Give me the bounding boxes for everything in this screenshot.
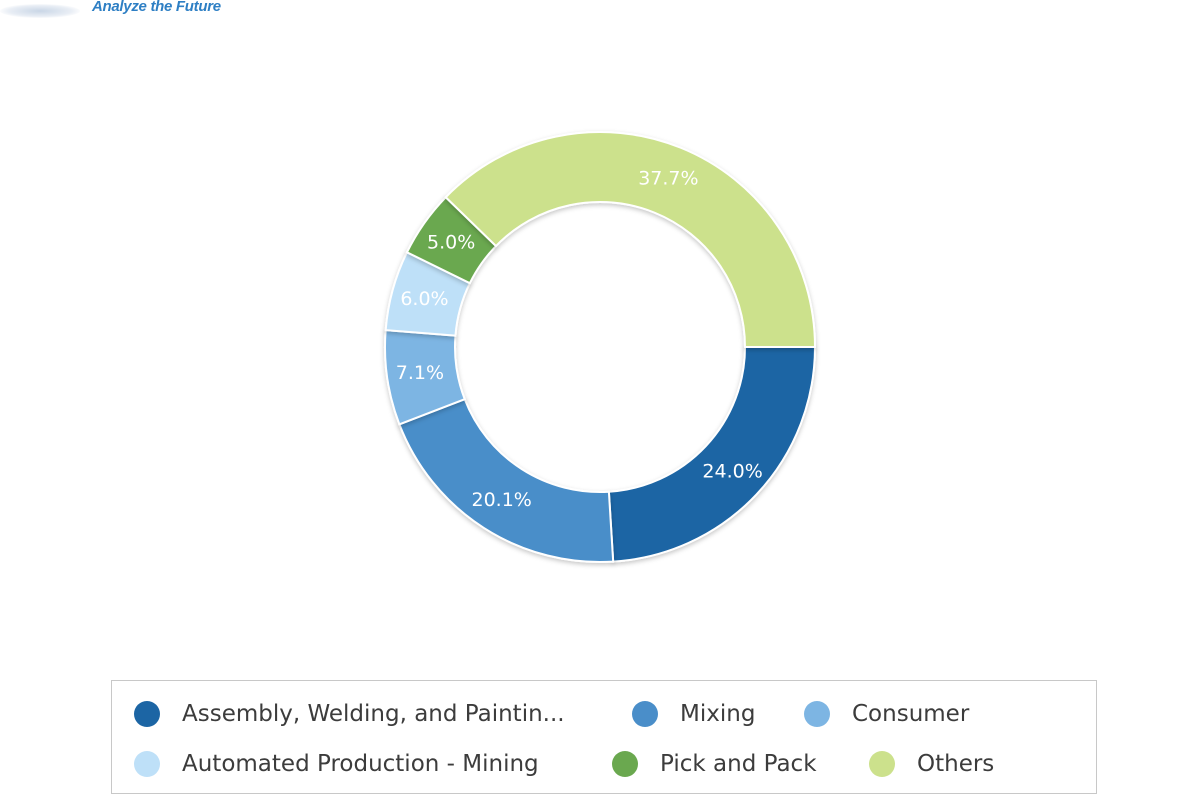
legend-label: Mixing [680, 701, 756, 727]
legend-label: Pick and Pack [660, 751, 817, 777]
legend-item[interactable]: Consumer [804, 699, 969, 729]
logo-swoosh-icon [0, 4, 80, 18]
legend-marker-icon [134, 751, 160, 777]
legend-label: Others [917, 751, 995, 777]
donut-chart: 24.0% 20.1% 7.1% 6.0% 5.0% 37.7% [384, 131, 817, 563]
legend-item[interactable]: Automated Production - Mining [134, 749, 539, 779]
legend-marker-icon [632, 701, 658, 727]
slice-value-label: 6.0% [400, 288, 448, 310]
donut-slices [384, 131, 817, 563]
slice-value-label: 20.1% [471, 489, 531, 511]
legend-label: Assembly, Welding, and Paintin... [182, 701, 565, 727]
legend-item[interactable]: Mixing [632, 699, 755, 729]
donut-value-labels: 24.0% 20.1% 7.1% 6.0% 5.0% 37.7% [396, 167, 763, 511]
legend-item[interactable]: Others [869, 749, 994, 779]
legend-marker-icon [869, 751, 895, 777]
legend-label: Consumer [852, 701, 970, 727]
donut-slice[interactable] [444, 131, 817, 348]
brand-header: Analyze the Future [0, 0, 260, 22]
donut-slice[interactable] [398, 397, 615, 563]
chart-legend: Assembly, Welding, and Paintin... Mixing C… [111, 680, 1097, 794]
legend-label: Automated Production - Mining [182, 751, 539, 777]
brand-tagline: Analyze the Future [92, 0, 221, 15]
slice-value-label: 7.1% [396, 362, 444, 384]
slice-value-label: 24.0% [702, 461, 762, 483]
legend-item[interactable]: Pick and Pack [612, 749, 817, 779]
slice-value-label: 5.0% [427, 231, 475, 253]
legend-marker-icon [804, 701, 830, 727]
slice-value-label: 37.7% [638, 167, 698, 189]
donut-slice[interactable] [607, 346, 817, 563]
legend-marker-icon [612, 751, 638, 777]
legend-item[interactable]: Assembly, Welding, and Paintin... [134, 699, 565, 729]
legend-marker-icon [134, 701, 160, 727]
